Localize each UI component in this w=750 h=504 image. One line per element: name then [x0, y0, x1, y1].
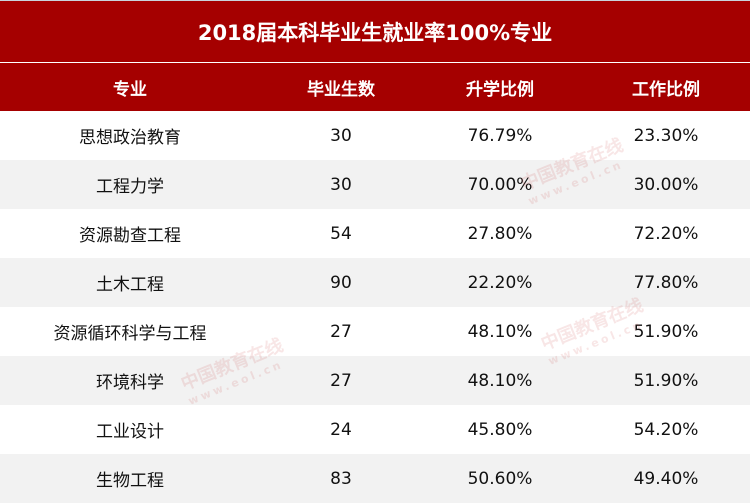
cell-major: 资源勘查工程: [79, 226, 181, 246]
cell-employment-ratio: 77.80%: [633, 272, 699, 293]
cell-graduates: 83: [330, 468, 352, 489]
cell-graduates: 54: [330, 223, 352, 244]
table-row: 资源循环科学与工程 27 48.10% 51.90%: [0, 307, 750, 356]
table-row: 环境科学 27 48.10% 51.90%: [0, 356, 750, 405]
cell-further-study-ratio: 48.10%: [467, 370, 533, 391]
table-title: 2018届本科毕业生就业率100%专业: [0, 0, 750, 62]
cell-further-study-ratio: 48.10%: [467, 321, 533, 342]
column-header-graduates: 毕业生数: [307, 79, 375, 100]
column-header-major: 专业: [113, 79, 147, 100]
cell-further-study-ratio: 70.00%: [467, 174, 533, 195]
cell-major: 工业设计: [96, 422, 164, 442]
cell-employment-ratio: 51.90%: [633, 321, 699, 342]
column-header-employment-ratio: 工作比例: [632, 79, 700, 100]
table-row: 思想政治教育 30 76.79% 23.30%: [0, 111, 750, 160]
cell-employment-ratio: 54.20%: [633, 419, 699, 440]
cell-major: 思想政治教育: [79, 128, 181, 148]
cell-further-study-ratio: 27.80%: [467, 223, 533, 244]
cell-major: 资源循环科学与工程: [53, 324, 207, 344]
cell-graduates: 27: [330, 370, 352, 391]
cell-graduates: 24: [330, 419, 352, 440]
cell-employment-ratio: 49.40%: [633, 468, 699, 489]
cell-employment-ratio: 30.00%: [633, 174, 699, 195]
cell-graduates: 30: [330, 125, 352, 146]
table-row: 生物工程 83 50.60% 49.40%: [0, 454, 750, 503]
column-header-further-study-ratio: 升学比例: [466, 79, 534, 100]
cell-employment-ratio: 23.30%: [633, 125, 699, 146]
cell-major: 环境科学: [96, 373, 164, 393]
cell-graduates: 90: [330, 272, 352, 293]
cell-graduates: 27: [330, 321, 352, 342]
cell-further-study-ratio: 45.80%: [467, 419, 533, 440]
table-row: 工业设计 24 45.80% 54.20%: [0, 405, 750, 454]
cell-employment-ratio: 72.20%: [633, 223, 699, 244]
cell-major: 工程力学: [96, 177, 164, 197]
table-header: 专业 毕业生数 升学比例 工作比例: [0, 63, 750, 111]
table-row: 土木工程 90 22.20% 77.80%: [0, 258, 750, 307]
table-row: 工程力学 30 70.00% 30.00%: [0, 160, 750, 209]
cell-graduates: 30: [330, 174, 352, 195]
cell-further-study-ratio: 50.60%: [467, 468, 533, 489]
cell-major: 土木工程: [96, 275, 164, 295]
cell-further-study-ratio: 76.79%: [467, 125, 533, 146]
cell-further-study-ratio: 22.20%: [467, 272, 533, 293]
cell-major: 生物工程: [96, 471, 164, 491]
cell-employment-ratio: 51.90%: [633, 370, 699, 391]
table-row: 资源勘查工程 54 27.80% 72.20%: [0, 209, 750, 258]
